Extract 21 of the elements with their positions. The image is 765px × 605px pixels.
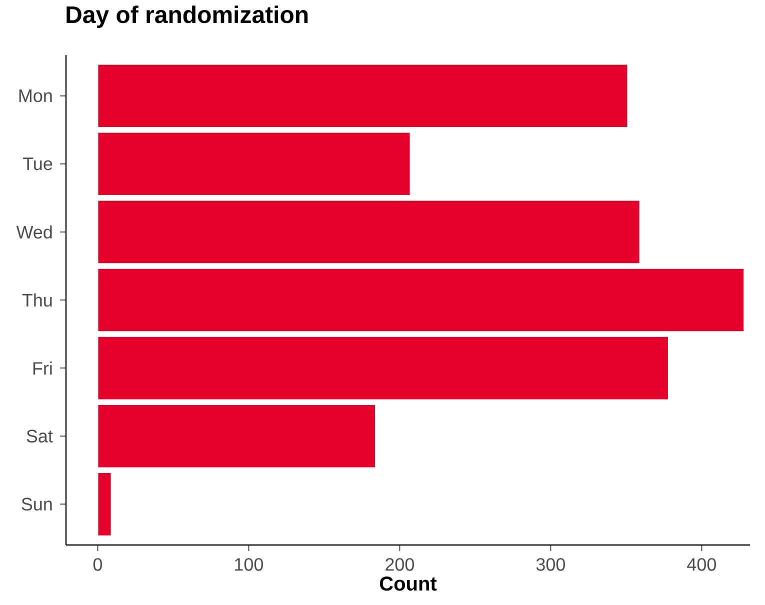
y-tick-label: Tue [22, 158, 52, 170]
bar [97, 268, 744, 332]
y-tick-label: Sat [26, 430, 53, 443]
x-tick-label: 100 [235, 558, 264, 571]
bar [97, 336, 669, 400]
bar [97, 200, 640, 264]
x-tick-label: 400 [687, 558, 716, 571]
y-tick-label: Wed [16, 225, 52, 239]
bar [97, 64, 628, 128]
x-tick-label: 200 [386, 558, 414, 571]
chart-title: Day of randomization [66, 6, 308, 28]
y-tick-label: Fri [33, 362, 52, 375]
bar [97, 404, 376, 468]
x-tick-label: 0 [93, 558, 102, 571]
y-tick-label: Thu [22, 293, 52, 307]
y-tick-label: Sun [22, 498, 52, 511]
x-tick-label: 300 [536, 558, 566, 571]
bar [97, 132, 411, 196]
bar [97, 472, 112, 536]
y-tick-label: Mon [19, 90, 52, 102]
x-axis-title: Count [380, 576, 437, 591]
